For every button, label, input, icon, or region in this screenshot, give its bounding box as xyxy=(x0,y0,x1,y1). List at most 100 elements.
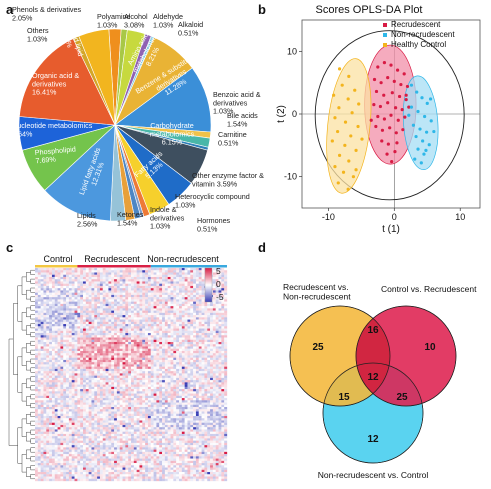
heatmap-cell xyxy=(122,330,126,334)
heatmap-cell xyxy=(119,328,123,331)
heatmap-cell xyxy=(162,395,166,399)
heatmap-cell xyxy=(145,348,149,352)
heatmap-cell xyxy=(60,355,64,358)
heatmap-cell xyxy=(105,407,109,410)
dendrogram-branch xyxy=(30,314,35,320)
heatmap-cell xyxy=(114,398,118,401)
heatmap-cell xyxy=(198,270,202,273)
heatmap-cell xyxy=(54,341,58,345)
heatmap-cell xyxy=(224,404,228,408)
heatmap-cell xyxy=(91,321,95,325)
heatmap-cell xyxy=(88,303,92,307)
heatmap-cell xyxy=(97,339,101,343)
heatmap-cell xyxy=(51,344,55,347)
heatmap-cell xyxy=(133,310,137,313)
heatmap-cell xyxy=(99,348,103,352)
heatmap-cell xyxy=(77,411,81,414)
heatmap-cell xyxy=(215,279,219,282)
heatmap-cell xyxy=(224,366,228,370)
heatmap-cell xyxy=(57,391,61,394)
heatmap-cell xyxy=(133,315,137,318)
heatmap-cell xyxy=(108,413,112,417)
heatmap-cell xyxy=(164,328,168,331)
heatmap-cell xyxy=(37,404,41,408)
heatmap-cell xyxy=(204,386,208,390)
heatmap-cell xyxy=(77,413,81,417)
heatmap-cell xyxy=(136,339,140,343)
heatmap-cell xyxy=(37,299,41,302)
heatmap-cell xyxy=(156,317,160,320)
heatmap-cell xyxy=(80,386,84,390)
heatmap-cell xyxy=(57,288,61,291)
heatmap-cell xyxy=(198,402,202,405)
heatmap-cell xyxy=(190,353,194,356)
heatmap-cell xyxy=(190,290,194,293)
heatmap-cell xyxy=(153,335,157,338)
heatmap-cell xyxy=(187,337,191,340)
heatmap-cell xyxy=(184,407,188,410)
heatmap-cell xyxy=(77,366,81,370)
heatmap-cell xyxy=(128,395,132,399)
heatmap-cell xyxy=(131,290,134,293)
heatmap-cell xyxy=(201,371,205,374)
heatmap-cell xyxy=(218,341,222,345)
heatmap-cell xyxy=(164,380,168,383)
heatmap-cell xyxy=(210,312,214,316)
heatmap-cell xyxy=(210,384,214,387)
heatmap-cell xyxy=(136,413,140,417)
heatmap-cell xyxy=(221,382,225,385)
heatmap-cell xyxy=(184,382,188,385)
heatmap-cell xyxy=(125,324,129,327)
heatmap-cell xyxy=(91,306,95,309)
heatmap-cell xyxy=(57,335,61,338)
heatmap-cell xyxy=(91,270,95,273)
heatmap-cell xyxy=(51,288,55,291)
pie-chart: Phenols & derivatives 2.05% Polyamine 1.03%… xyxy=(12,5,264,233)
heatmap-cell xyxy=(74,382,78,385)
heatmap-cell xyxy=(114,283,118,287)
heatmap-cell xyxy=(57,398,61,401)
heatmap-cell xyxy=(77,274,81,278)
heatmap-cell xyxy=(162,366,166,370)
heatmap-cell xyxy=(139,413,143,417)
heatmap-cell xyxy=(43,384,47,387)
heatmap-cell xyxy=(136,371,140,374)
heatmap-cell xyxy=(99,333,103,336)
heatmap-cell xyxy=(102,317,106,320)
heatmap-cell xyxy=(170,290,174,293)
heatmap-cell xyxy=(162,377,166,381)
heatmap-cell xyxy=(184,371,188,374)
heatmap-cell xyxy=(71,389,75,392)
panel-label-a: a xyxy=(6,2,14,17)
dendrogram-branch xyxy=(26,414,31,424)
heatmap-cell xyxy=(114,337,118,340)
heatmap-cell xyxy=(156,355,160,358)
heatmap-cell xyxy=(173,375,177,379)
heatmap-cell xyxy=(176,319,180,322)
heatmap-cell xyxy=(74,346,78,349)
heatmap-cell xyxy=(193,407,197,410)
heatmap-cell xyxy=(136,306,140,309)
heatmap-cell xyxy=(116,395,120,399)
heatmap-cell xyxy=(173,330,177,334)
heatmap-cell xyxy=(190,341,194,345)
heatmap-cell xyxy=(102,375,106,379)
heatmap-cell xyxy=(221,415,225,419)
heatmap-cell xyxy=(60,319,64,322)
heatmap-cell xyxy=(54,380,58,383)
heatmap-cell xyxy=(221,317,225,320)
heatmap-cell xyxy=(156,299,160,302)
heatmap-cell xyxy=(77,418,81,421)
heatmap-cell xyxy=(207,418,211,421)
heatmap-cell xyxy=(97,330,101,334)
heatmap-cell xyxy=(159,415,163,419)
heatmap-cell xyxy=(176,402,180,405)
heatmap-cell xyxy=(164,330,168,334)
heatmap-cell xyxy=(142,407,146,410)
heatmap-cell xyxy=(88,301,92,305)
heatmap-cell xyxy=(105,276,109,280)
heatmap-cell xyxy=(80,398,84,401)
heatmap-cell xyxy=(145,371,149,374)
heatmap-cell xyxy=(35,288,38,291)
heatmap-cell xyxy=(187,382,191,385)
